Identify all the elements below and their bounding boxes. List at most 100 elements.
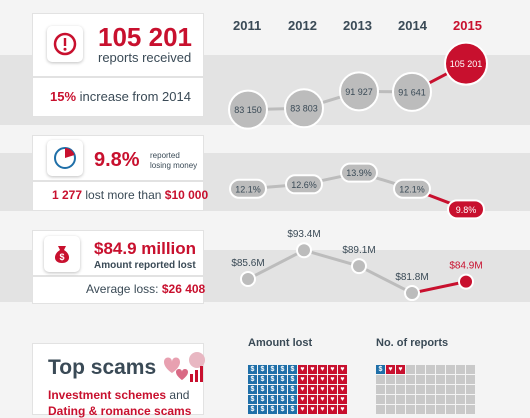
data-label: 83 803 <box>290 104 318 114</box>
waffle-cell: $ <box>268 385 277 394</box>
chart-line-segment <box>247 248 305 281</box>
waffle-cell: ♥ <box>338 365 347 374</box>
data-label: 9.8% <box>456 205 477 215</box>
money-bag-icon: $ <box>44 236 80 272</box>
waffle-cell <box>456 405 465 414</box>
waffle-cell: ♥ <box>298 385 307 394</box>
waffle-cell: ♥ <box>318 375 327 384</box>
average-loss-card <box>33 277 203 303</box>
data-label: 12.1% <box>399 184 425 194</box>
alert-icon <box>47 26 83 62</box>
data-point <box>228 89 268 130</box>
waffle-cell: $ <box>288 385 297 394</box>
data-label: $81.8M <box>395 272 428 283</box>
lost-threshold: $10 000 <box>164 188 209 202</box>
waffle-cell <box>426 385 435 394</box>
pie-gauge-icon <box>47 140 83 176</box>
waffle-cell: ♥ <box>396 365 405 374</box>
waffle-cell: ♥ <box>298 375 307 384</box>
data-label: 83 150 <box>234 105 262 115</box>
waffle-cell: $ <box>288 405 297 414</box>
waffle-cell: ♥ <box>328 365 337 374</box>
data-label: 12.1% <box>235 184 261 194</box>
waffle-cell: $ <box>278 405 287 414</box>
waffle-cell: ♥ <box>308 405 317 414</box>
waffle-cell: $ <box>288 375 297 384</box>
lost-over-line: 1 277 lost more than $10 000 <box>52 188 208 202</box>
chart-line-segment <box>411 280 467 295</box>
waffle-cell <box>406 385 415 394</box>
waffle-cell <box>456 395 465 404</box>
waffle-cell <box>426 365 435 374</box>
waffle-cell <box>466 375 475 384</box>
data-label: 12.6% <box>291 180 317 190</box>
waffle-cell: ♥ <box>318 405 327 414</box>
reports-increase: 15% increase from 2014 <box>50 89 191 104</box>
waffle-cell <box>446 395 455 404</box>
svg-text:$: $ <box>59 252 64 262</box>
waffle-cell: ♥ <box>338 375 347 384</box>
reports-big-number: 105 201 <box>98 22 192 52</box>
waffle-cell <box>426 405 435 414</box>
waffle-cell: $ <box>288 365 297 374</box>
data-label: $85.6M <box>231 258 264 269</box>
waffle-cell: ♥ <box>308 375 317 384</box>
waffle-cell <box>436 395 445 404</box>
lost-mid-text: lost more than <box>85 188 162 202</box>
waffle-cell <box>456 375 465 384</box>
waffle-cell <box>446 365 455 374</box>
amount-lost-big: $84.9 million <box>94 239 197 258</box>
top-scam-line-1: Investment schemes and <box>48 388 189 402</box>
data-point <box>458 273 474 290</box>
waffle-cell <box>446 385 455 394</box>
data-point <box>339 71 379 112</box>
waffle-cell: $ <box>258 375 267 384</box>
waffle-cell <box>416 405 425 414</box>
waffle-cell: $ <box>278 385 287 394</box>
data-point <box>229 178 267 199</box>
waffle-cell <box>466 405 475 414</box>
waffle-cell: ♥ <box>338 405 347 414</box>
waffle-cell <box>396 375 405 384</box>
waffle-amount-lost: $ $ $ $ $ ♥ ♥ ♥ ♥ ♥ $ $ $ $ $ ♥ ♥ ♥ ♥ ♥ $ $ $ $ $ ♥ ♥ ♥ ♥ ♥ $ $ $ $ $ ♥ ♥ ♥ ♥ ♥… <box>248 365 347 414</box>
waffle-cell: $ <box>248 405 257 414</box>
top-scam-and: and <box>169 388 190 402</box>
data-label: 105 201 <box>450 59 483 69</box>
waffle-cell <box>416 365 425 374</box>
waffle-cell: ♥ <box>328 385 337 394</box>
data-label: $93.4M <box>287 229 320 240</box>
waffle-cell: ♥ <box>386 365 395 374</box>
year-label: 2013 <box>343 18 372 33</box>
data-point <box>351 258 367 275</box>
waffle-cell: ♥ <box>308 395 317 404</box>
waffle-cell: ♥ <box>338 385 347 394</box>
data-point <box>393 178 431 199</box>
waffle-cell <box>446 375 455 384</box>
waffle-cell <box>456 385 465 394</box>
waffle-cell: ♥ <box>308 385 317 394</box>
waffle-cell: ♥ <box>308 365 317 374</box>
data-label: $84.9M <box>449 261 482 272</box>
waffle-cell: $ <box>288 395 297 404</box>
waffle-cell: $ <box>258 385 267 394</box>
waffle-cell: ♥ <box>298 395 307 404</box>
waffle-cell: $ <box>258 405 267 414</box>
data-label: 13.9% <box>346 168 372 178</box>
waffle-cell <box>406 405 415 414</box>
chart-line-segment <box>303 248 360 268</box>
waffle-cell: ♥ <box>298 405 307 414</box>
lost-over-card <box>33 182 203 210</box>
year-label: 2014 <box>398 18 427 33</box>
waffle-cell <box>426 395 435 404</box>
data-point <box>340 162 378 183</box>
waffle-cell <box>416 375 425 384</box>
data-point <box>285 174 323 195</box>
waffle-cell: $ <box>248 395 257 404</box>
hearts-chart-icon <box>160 348 206 393</box>
data-point <box>240 271 256 288</box>
waffle-cell: ♥ <box>328 405 337 414</box>
waffle-cell: ♥ <box>298 365 307 374</box>
waffle-cell: $ <box>258 395 267 404</box>
data-label: $89.1M <box>342 245 375 256</box>
year-label: 2012 <box>288 18 317 33</box>
